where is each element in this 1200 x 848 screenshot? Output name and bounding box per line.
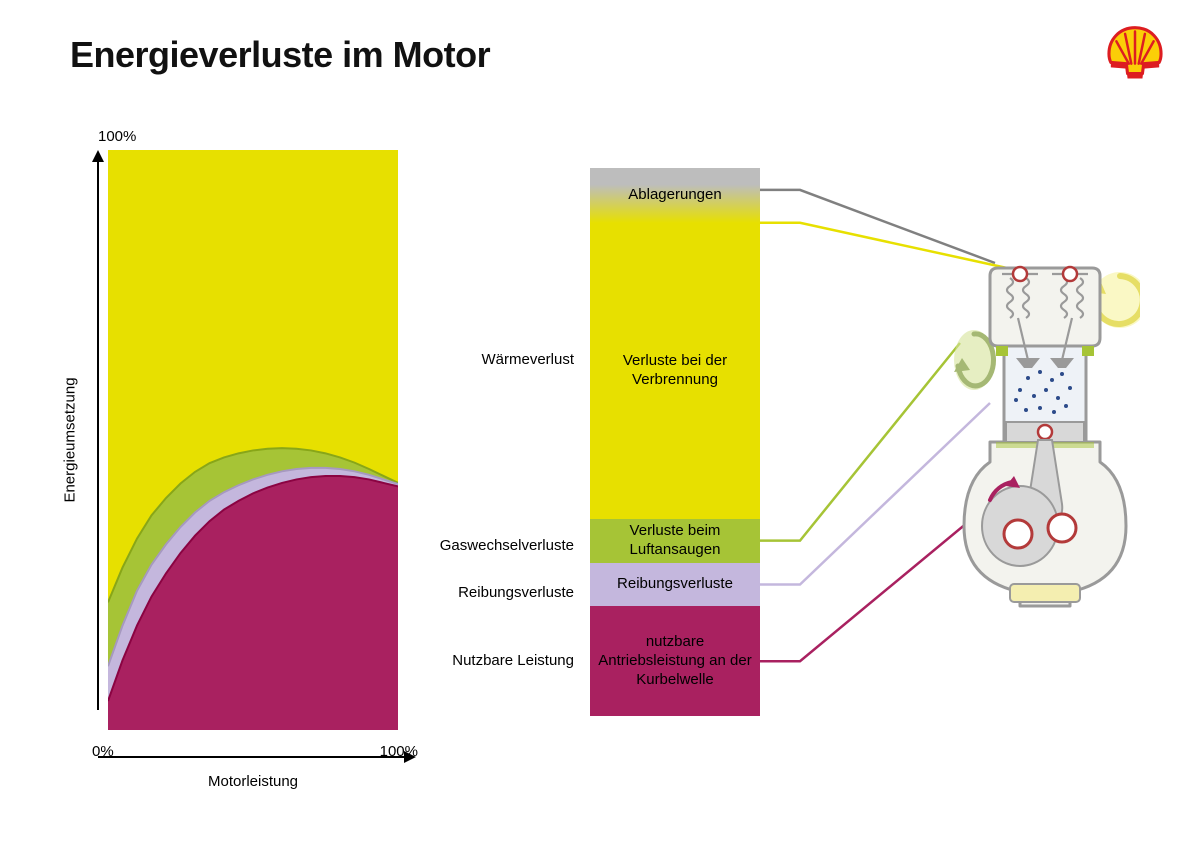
stack-segment: Verluste bei der Verbrennung	[590, 223, 760, 519]
category-labels: Wärmeverlust Gaswechselverluste Reibungsve…	[404, 168, 584, 716]
y-tick-100: 100%	[98, 128, 136, 145]
stack-segment: Ablagerungen	[590, 168, 760, 223]
stack-segment-label: Verluste bei der Verbrennung	[590, 352, 760, 390]
area-chart-svg	[108, 150, 398, 730]
xy-tick-0: 0%	[92, 743, 114, 760]
category-label: Wärmeverlust	[481, 351, 574, 368]
x-tick-100: 100%	[380, 743, 418, 760]
page-title: Energieverluste im Motor	[70, 34, 490, 76]
category-label: Nutzbare Leistung	[452, 652, 574, 669]
area-chart: 100% Energieumsetzung 0% 100% Motorleist…	[108, 150, 398, 730]
stack-segment-label: nutzbare Antriebsleistung an der Kurbelw…	[590, 633, 760, 689]
callout-line	[760, 343, 960, 541]
stack-segment: Verluste beim Luftansaugen	[590, 519, 760, 563]
stacked-bar: Ablagerungen Verluste bei der Verbrennung…	[590, 168, 760, 716]
engine-illustration-icon	[950, 250, 1140, 610]
stack-segment: nutzbare Antriebsleistung an der Kurbelw…	[590, 606, 760, 716]
x-axis-label: Motorleistung	[208, 773, 298, 790]
x-axis-arrow	[90, 749, 416, 770]
category-label: Gaswechselverluste	[440, 537, 574, 554]
stack-segment-label: Verluste beim Luftansaugen	[590, 522, 760, 560]
category-label: Reibungsverluste	[458, 584, 574, 601]
stack-segment-label: Reibungsverluste	[609, 575, 741, 594]
y-axis-label: Energieumsetzung	[62, 377, 79, 502]
shell-logo-icon	[1104, 24, 1166, 86]
stack-segment: Reibungsverluste	[590, 563, 760, 607]
y-axis-arrow	[90, 150, 106, 720]
stack-segment-label: Ablagerungen	[620, 186, 729, 205]
